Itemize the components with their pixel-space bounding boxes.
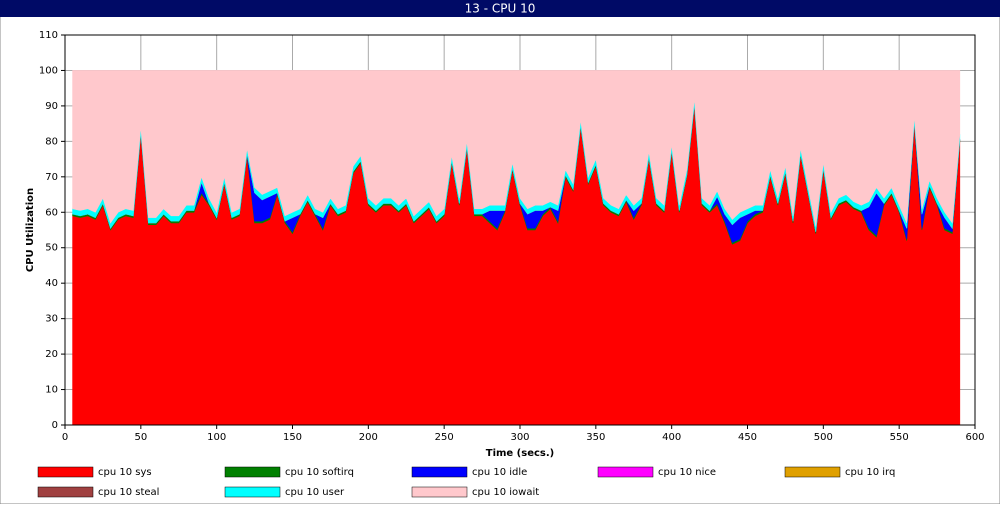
x-axis-title: Time (secs.)	[486, 448, 555, 459]
x-tick-label: 0	[62, 432, 68, 443]
area	[72, 70, 961, 227]
y-tick-label: 70	[45, 172, 58, 183]
plot-border	[64, 34, 976, 426]
x-tick-label: 250	[435, 432, 454, 443]
x-tick-label: 500	[814, 432, 833, 443]
x-tick-label: 350	[586, 432, 605, 443]
legend-label: cpu 10 user	[285, 487, 345, 498]
x-tick-label: 450	[738, 432, 757, 443]
y-tick-label: 50	[45, 243, 58, 254]
chart-title: 13 - CPU 10	[465, 2, 536, 16]
x-tick-label: 550	[890, 432, 909, 443]
legend-label: cpu 10 idle	[472, 467, 527, 478]
y-tick-label: 90	[45, 101, 58, 112]
y-tick-label: 10	[45, 385, 58, 396]
legend-label: cpu 10 softirq	[285, 467, 354, 478]
y-tick-label: 60	[45, 207, 58, 218]
legend-swatch	[224, 486, 281, 498]
title-bar	[0, 0, 1000, 17]
y-tick-label: 110	[39, 30, 58, 41]
y-tick-label: 100	[39, 65, 58, 76]
legend-swatch	[37, 466, 94, 478]
y-tick-label: 40	[45, 278, 58, 289]
legend-swatch	[224, 466, 281, 478]
x-tick-label: 200	[359, 432, 378, 443]
legend-label: cpu 10 iowait	[472, 487, 539, 498]
y-tick-label: 30	[45, 314, 58, 325]
x-tick-label: 100	[207, 432, 226, 443]
x-tick-label: 300	[510, 432, 529, 443]
y-tick-label: 0	[52, 420, 58, 431]
legend-label: cpu 10 nice	[658, 467, 716, 478]
legend-swatch	[597, 466, 654, 478]
x-tick-label: 50	[134, 432, 147, 443]
legend-swatch	[37, 486, 94, 498]
legend-swatch	[411, 486, 468, 498]
legend-label: cpu 10 sys	[98, 467, 152, 478]
legend-swatch	[784, 466, 841, 478]
x-tick-label: 400	[662, 432, 681, 443]
legend-swatch	[411, 466, 468, 478]
x-tick-label: 600	[965, 432, 984, 443]
y-tick-label: 80	[45, 136, 58, 147]
y-axis-title: CPU Utilization	[25, 188, 36, 272]
legend-label: cpu 10 irq	[845, 467, 895, 478]
y-tick-label: 20	[45, 349, 58, 360]
x-tick-label: 150	[283, 432, 302, 443]
legend-label: cpu 10 steal	[98, 487, 159, 498]
